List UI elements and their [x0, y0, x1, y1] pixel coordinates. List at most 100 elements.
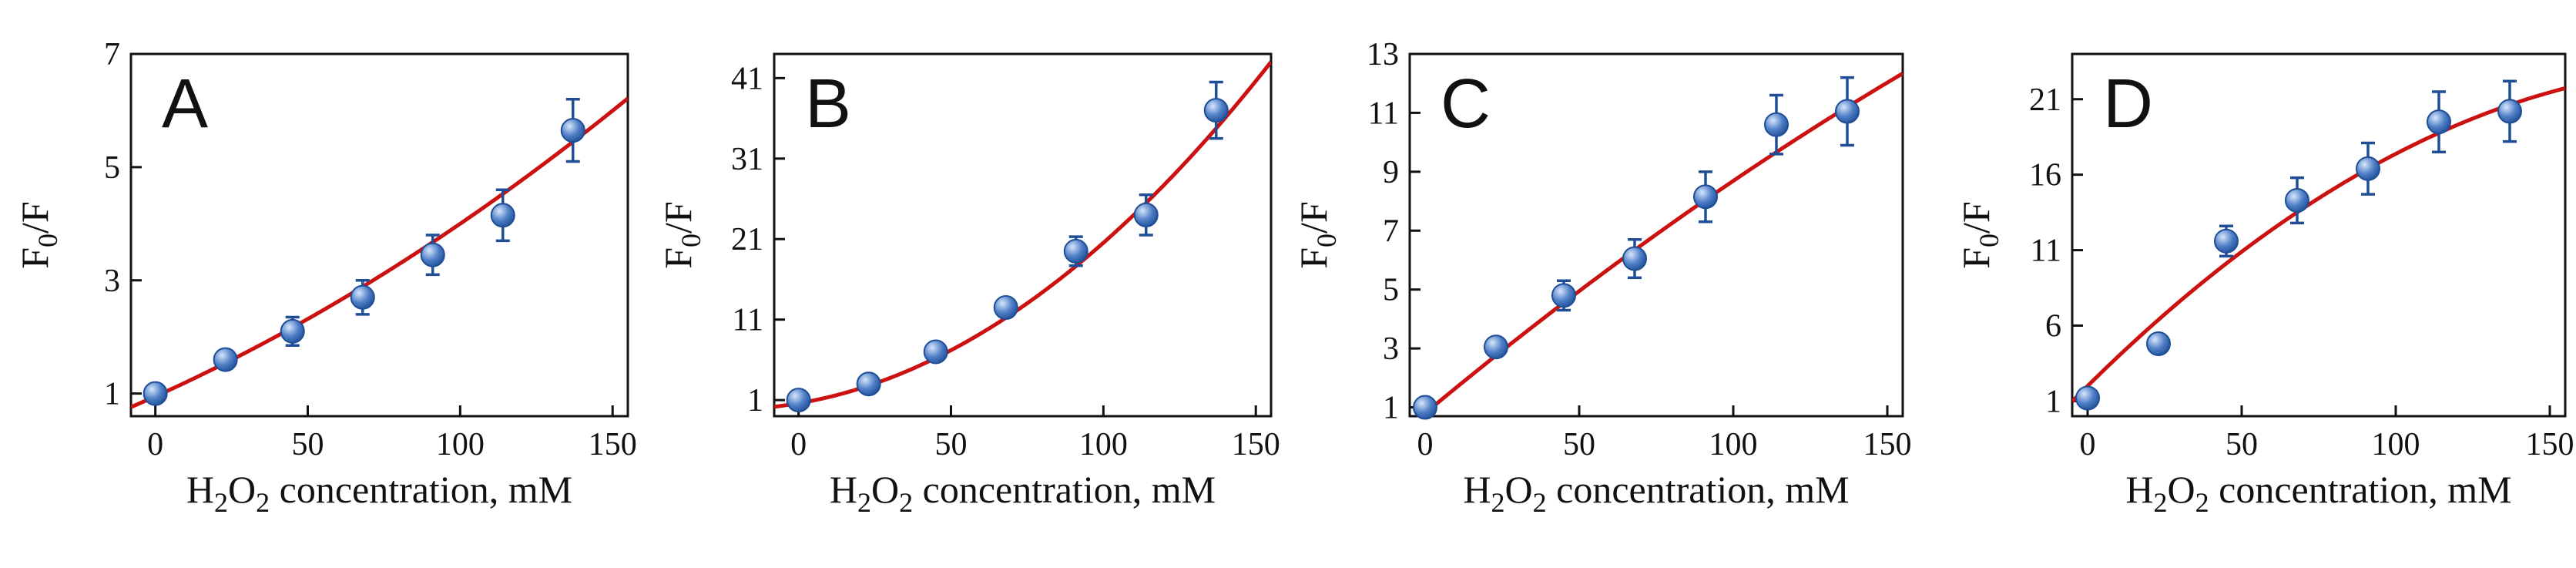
data-point: [786, 388, 811, 413]
x-tick-label: 0: [2080, 427, 2096, 462]
x-tick-label: 100: [436, 427, 485, 462]
data-point-group: [1622, 237, 1647, 280]
x-axis-label: H2O2 concentration, mM: [186, 468, 572, 518]
x-tick-label: 50: [2225, 427, 2258, 462]
y-axis-label: F0/F: [13, 201, 63, 269]
data-point-group: [1693, 170, 1718, 224]
fit-curve: [1418, 72, 1903, 416]
y-tick-label: 41: [731, 61, 763, 96]
data-point: [490, 203, 515, 228]
y-tick-label: 11: [1368, 96, 1399, 131]
y-tick-label: 3: [104, 264, 120, 299]
data-point-group: [2427, 90, 2451, 154]
data-point-group: [1551, 279, 1576, 312]
x-tick-label: 50: [935, 427, 968, 462]
y-tick-label: 7: [1383, 213, 1399, 249]
data-point-group: [2214, 224, 2239, 258]
data-point: [1203, 98, 1229, 123]
y-tick-label: 21: [2029, 82, 2061, 118]
panel-letter: B: [805, 66, 851, 143]
data-point: [350, 284, 375, 310]
data-point: [2075, 385, 2100, 411]
y-tick-label: 3: [1383, 331, 1399, 367]
y-tick-label: 11: [733, 303, 763, 338]
x-tick-label: 150: [2526, 427, 2574, 462]
x-tick-label: 0: [790, 427, 807, 462]
y-tick-label: 11: [2031, 234, 2061, 269]
data-point: [2497, 99, 2522, 124]
data-point-group: [420, 234, 445, 277]
y-tick-label: 6: [2045, 309, 2061, 344]
data-point: [856, 371, 881, 397]
data-point: [1693, 184, 1718, 210]
data-point-group: [993, 295, 1018, 320]
y-tick-label: 1: [104, 377, 120, 412]
data-point: [1133, 202, 1159, 227]
data-point: [213, 347, 238, 372]
data-point: [280, 318, 305, 344]
x-axis-label: H2O2 concentration, mM: [830, 468, 1216, 518]
data-point-group: [1063, 235, 1088, 267]
y-axis-label: F0/F: [656, 201, 706, 269]
data-point-group: [143, 381, 168, 406]
data-point-group: [1203, 80, 1229, 140]
x-axis-label: H2O2 concentration, mM: [1463, 468, 1849, 518]
y-tick-label: 5: [1383, 273, 1399, 308]
data-point: [923, 339, 948, 365]
y-tick-label: 5: [104, 150, 120, 186]
y-tick-label: 21: [731, 222, 763, 257]
data-point: [1413, 395, 1437, 420]
data-point-group: [490, 188, 515, 243]
data-point: [2427, 109, 2451, 135]
data-point-group: [2285, 176, 2309, 225]
x-tick-label: 150: [1232, 427, 1280, 462]
x-tick-label: 100: [2372, 427, 2420, 462]
x-tick-label: 0: [1417, 427, 1434, 462]
data-point-group: [2356, 141, 2380, 196]
data-point-group: [1133, 193, 1159, 237]
data-point: [1764, 112, 1789, 137]
data-point: [1622, 246, 1647, 271]
data-point-group: [213, 347, 238, 372]
data-point: [1835, 99, 1860, 124]
y-axis-label: F0/F: [1954, 201, 2004, 269]
data-point: [2146, 331, 2171, 356]
plot-frame: [129, 52, 629, 418]
fit-curve: [2072, 86, 2565, 403]
y-tick-label: 9: [1383, 155, 1399, 190]
plot-frame: [773, 52, 1273, 418]
data-point-group: [1835, 76, 1860, 147]
x-tick-label: 100: [1709, 427, 1758, 462]
data-point: [560, 118, 585, 143]
y-tick-label: 1: [1383, 391, 1399, 426]
plot-frame: [2071, 52, 2567, 418]
data-point: [1484, 334, 1508, 360]
x-tick-label: 0: [147, 427, 163, 462]
data-point-group: [1413, 395, 1437, 420]
fit-curve: [131, 96, 628, 409]
data-point-group: [923, 339, 948, 365]
data-point-group: [856, 371, 881, 397]
plot-frame: [1408, 52, 1904, 418]
y-tick-label: 16: [2029, 158, 2061, 193]
panel-letter: C: [1441, 66, 1491, 143]
x-tick-label: 50: [292, 427, 324, 462]
data-point: [420, 242, 445, 267]
x-tick-label: 150: [1863, 427, 1912, 462]
data-point-group: [280, 315, 305, 347]
data-point: [1551, 283, 1576, 308]
data-point-group: [1764, 93, 1789, 156]
x-axis-label: H2O2 concentration, mM: [2125, 468, 2511, 518]
y-tick-label: 1: [2045, 384, 2061, 419]
chart-panel-a: 0 50 100 150 1 3 5 7 F0/F H2O2 concentration, mM A: [13, 37, 637, 518]
data-point-group: [560, 98, 585, 163]
x-tick-label: 50: [1563, 427, 1595, 462]
data-point-group: [350, 279, 375, 316]
data-point: [993, 295, 1018, 320]
y-tick-label: 13: [1367, 37, 1399, 72]
data-point: [2356, 156, 2380, 181]
